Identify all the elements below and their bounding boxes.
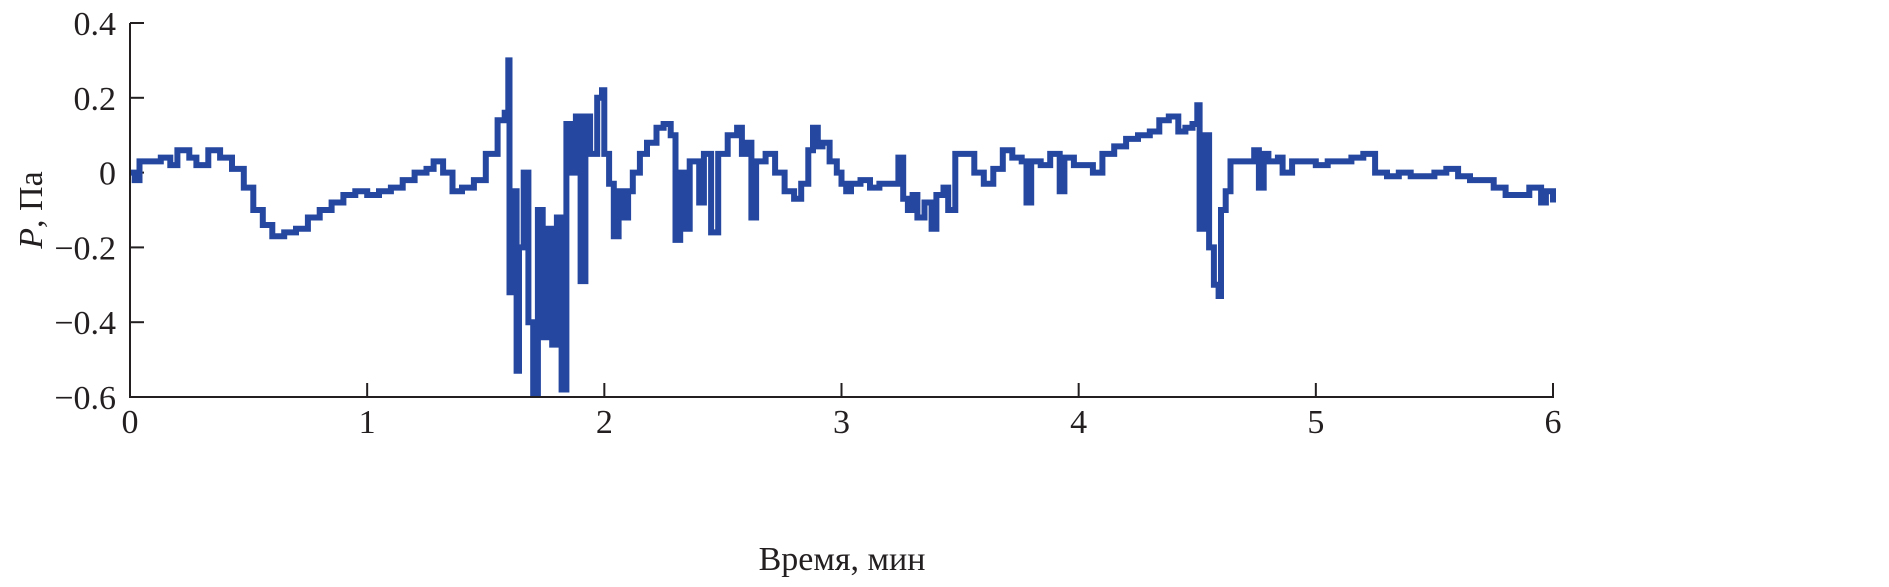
x-tick-label: 3	[833, 404, 850, 441]
y-tick-label: −0.6	[54, 380, 116, 417]
x-tick-label: 6	[1545, 404, 1562, 441]
x-axis-title: Время, мин	[759, 541, 926, 578]
y-axis-ticks: 0.4 0.2 0 −0.2 −0.4 −0.6	[54, 6, 144, 417]
y-tick-label: 0.2	[74, 81, 117, 118]
x-tick-label: 4	[1070, 404, 1087, 441]
y-tick-label: 0	[99, 156, 116, 193]
pressure-series-line	[130, 57, 1556, 397]
y-tick-label: 0.4	[74, 6, 117, 43]
x-tick-label: 1	[359, 404, 376, 441]
y-tick-label: −0.2	[54, 230, 116, 267]
y-axis-unit: , Па	[13, 171, 50, 228]
x-tick-label: 2	[596, 404, 613, 441]
x-tick-label: 0	[122, 404, 139, 441]
y-axis-symbol: P	[13, 228, 50, 250]
y-axis-title: P, Па	[13, 171, 50, 249]
x-tick-label: 5	[1307, 404, 1324, 441]
x-axis-ticks: 0 1 2 3 4 5 6	[122, 383, 1562, 441]
y-tick-label: −0.4	[54, 305, 116, 342]
